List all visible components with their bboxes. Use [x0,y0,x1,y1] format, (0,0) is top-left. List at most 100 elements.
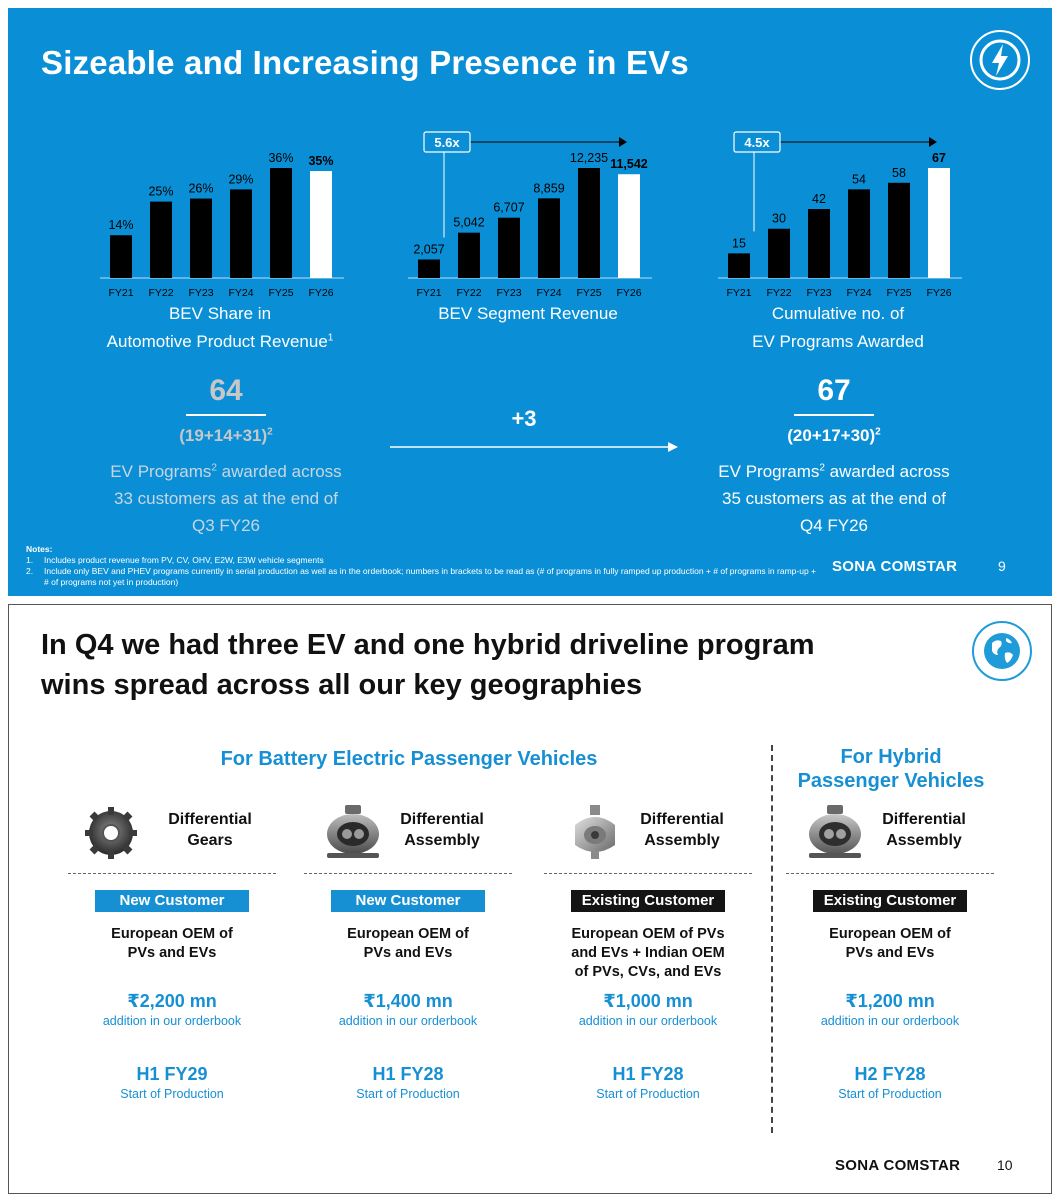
tick-label: FY25 [886,287,911,299]
orderbook-caption: addition in our orderbook [102,1014,242,1028]
tick-label: FY22 [766,287,791,299]
orderbook-caption: addition in our orderbook [338,1014,478,1028]
orderbook-amount: ₹1,000 mn [603,991,693,1011]
tick-label: FY24 [536,287,561,299]
bar-fy24 [538,198,560,278]
sop-caption: Start of Production [120,1087,224,1101]
footnote-ref: 2 [267,426,273,438]
text-line: 33 customers as at the end of [114,489,338,508]
growth-badge [423,131,471,153]
note-text: Includes product revenue from PV, CV, OH… [44,555,324,565]
right-arrow-icon [390,442,678,452]
text-part: EV Programs [718,462,820,481]
cust-line: PVs and EVs [127,945,217,961]
tick-label: FY26 [926,287,951,299]
program-card: Differential Assembly Existing Customer … [533,803,763,1101]
sop-caption: Start of Production [596,1087,700,1101]
footnote-ref: 2 [819,462,825,474]
data-label: 25% [148,185,173,199]
prev-formula: (19+14+31)2 [126,426,326,446]
caption-line: Automotive Product Revenue1 [60,328,380,356]
chart-caption-share: BEV Share in Automotive Product Revenue1 [60,300,380,356]
text-part: awarded across [216,462,342,481]
tick-label: FY25 [576,287,601,299]
lightning-bolt-icon [970,30,1030,90]
sop-period: H1 FY28 [612,1064,684,1084]
slide-title: Sizeable and Increasing Presence in EVs [41,44,689,81]
brand-logo: SONA COMSTAR [832,558,958,575]
customer-description: European OEM of PVs and EVs [57,925,287,983]
text-line: Q3 FY26 [191,516,261,535]
bev-section-heading: For Battery Electric Passenger Vehicles [220,748,598,770]
cust-line: European OEM of [111,926,233,942]
text-part: EV Programs [110,462,212,481]
data-label: 35% [308,154,333,168]
product-name: Differential Assembly [377,809,507,851]
chart-caption-revenue: BEV Segment Revenue [368,300,688,328]
sop-caption: Start of Production [356,1087,460,1101]
sop-period: H1 FY28 [372,1064,444,1084]
bevel-gear-icon [85,807,137,859]
bar-fy21 [110,235,132,278]
caption-line: BEV Segment Revenue [438,304,618,323]
tick-label: FY21 [108,287,133,299]
name-line: Assembly [644,832,720,849]
data-label: 8,859 [533,181,564,195]
ev-programs-chart: 15 FY21 30 FY22 42 FY23 54 FY24 58 FY25 67 FY26 4.5x [718,131,962,299]
note-item: 2. Include only BEV and PHEV programs cur… [26,566,816,588]
name-line: Differential [640,811,724,828]
text-line: 35 customers as at the end of [722,489,946,508]
bar-fy25 [270,168,292,278]
divider-line [794,414,874,416]
data-label: 5,042 [453,216,484,230]
customer-description: European OEM of PVs and EVs [775,925,1005,983]
orderbook-caption: addition in our orderbook [820,1014,960,1028]
formula-text: (19+14+31) [179,426,268,445]
caption-text: Automotive Product Revenue [106,332,328,351]
tick-label: FY26 [616,287,641,299]
hybrid-section-heading: For Hybrid Passenger Vehicles [781,745,1001,793]
customer-description: European OEM of PVs and EVs [293,925,523,983]
tick-label: FY22 [456,287,481,299]
orderbook-amount: ₹1,200 mn [845,991,935,1011]
bar-fy22 [768,228,790,278]
text-line: Q4 FY26 [799,516,869,535]
page-number: 10 [997,1157,1013,1173]
brand-logo: SONA COMSTAR [835,1157,961,1174]
dashed-divider [304,873,512,874]
cust-line: European OEM of PVs [571,926,725,942]
tick-label: FY25 [268,287,293,299]
customer-badge: New Customer [95,890,249,912]
data-label: 30 [772,212,786,226]
customer-description: European OEM of PVs and EVs + Indian OEM… [533,925,763,983]
data-label: 67 [932,151,946,165]
title-line: wins spread across all our key geographi… [41,669,643,701]
tick-label: FY24 [846,287,871,299]
bev-share-chart: 14% FY21 25% FY22 26% FY23 29% FY24 36% FY25 35% FY… [100,151,344,299]
footnote-ref: 2 [875,426,881,438]
tick-label: FY23 [188,287,213,299]
caption-line: BEV Share in [168,304,272,323]
product-name: Differential Gears [145,809,275,851]
cust-line: of PVs, CVs, and EVs [574,964,722,980]
data-label: 2,057 [413,243,444,257]
tick-label: FY26 [308,287,333,299]
note-item: 1. Includes product revenue from PV, CV, … [26,555,816,566]
product-row: Differential Assembly [775,803,1005,871]
cust-line: PVs and EVs [845,945,935,961]
product-name: Differential Assembly [859,809,989,851]
differential-housing-icon [575,805,615,859]
bar-fy21 [728,253,750,278]
dashed-divider [544,873,752,874]
divider-line [186,414,266,416]
bar-fy25 [578,168,600,278]
orderbook-amount: ₹1,400 mn [363,991,453,1011]
differential-assembly-icon [809,805,861,858]
tick-label: FY21 [416,287,441,299]
chart-caption-programs: Cumulative no. of EV Programs Awarded [678,300,998,356]
orderbook-amount: ₹2,200 mn [127,991,217,1011]
sop-period: H2 FY28 [854,1064,926,1084]
name-line: Gears [187,832,233,849]
program-card: Differential Assembly Existing Customer … [775,803,1005,1101]
data-label: 54 [852,172,866,186]
